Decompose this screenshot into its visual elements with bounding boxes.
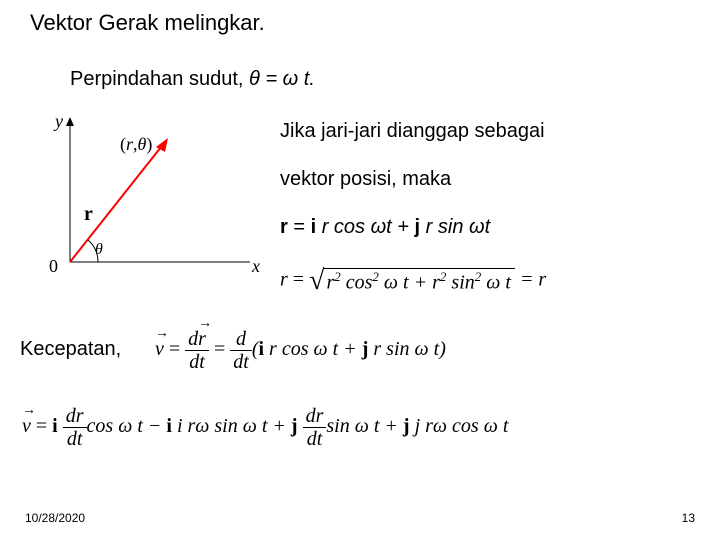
rsin-term: r sin ωt: [420, 216, 490, 238]
r-vector-label: r: [84, 203, 93, 225]
v-vector-2: v: [22, 415, 31, 438]
displacement-line: Perpindahan sudut, θ = ω t.: [70, 68, 315, 91]
eq1-rhs: = r: [515, 269, 546, 291]
j-unit-2: j: [291, 415, 298, 437]
i-unit-2: i: [52, 415, 58, 437]
dr-dt-1: dr dt: [63, 405, 87, 450]
eq2-body: (i r cos ω t + j r sin ω t): [252, 338, 446, 360]
magnitude-equation: r = √r2 cos2 ω t + r2 sin2 ω t = r: [280, 265, 546, 297]
jrw-term: j rω cos ω t: [415, 415, 509, 437]
eq-sign: =: [288, 216, 311, 238]
origin-label: 0: [49, 256, 58, 276]
velocity-definition: v = dr dt = d dt (i r cos ω t + j r sin …: [155, 328, 446, 373]
page-title: Vektor Gerak melingkar.: [30, 10, 265, 36]
eq2-eq2: =: [209, 338, 230, 360]
page-number: 13: [682, 511, 695, 525]
sqrt-icon: √: [309, 265, 324, 297]
dr-dt-2: dr dt: [303, 405, 327, 450]
rcos-term: r cos ωt +: [316, 216, 414, 238]
eq2-eq1: =: [164, 338, 185, 360]
j-unit-3: j: [403, 415, 410, 437]
vector-r-equation: r = i r cos ωt + j r sin ωt: [280, 216, 490, 239]
cos-term: cos ω t −: [87, 415, 167, 437]
velocity-label: Kecepatan,: [20, 338, 121, 361]
theta-label: θ: [95, 241, 103, 258]
desc-line-2: vektor posisi, maka: [280, 168, 451, 191]
line1-text: Perpindahan sudut,: [70, 68, 249, 90]
y-axis-label: y: [53, 112, 63, 131]
sin-term: sin ω t +: [326, 415, 403, 437]
r-bold: r: [280, 216, 288, 238]
eq3-eq: =: [31, 415, 52, 437]
irw-term: i rω sin ω t +: [177, 415, 291, 437]
r-lhs: r: [280, 269, 288, 291]
dr-dt-frac: dr dt: [185, 328, 209, 373]
line1-formula: θ = ω t.: [249, 68, 315, 90]
coordinate-diagram: y (r,θ) r 0 θ x: [40, 112, 270, 282]
point-label: (r,θ): [120, 134, 152, 155]
i-unit-3: i: [166, 415, 172, 437]
d-dt-frac: d dt: [230, 328, 252, 373]
footer-date: 10/28/2020: [25, 511, 85, 525]
sqrt-body: r2 cos2 ω t + r2 sin2 ω t: [324, 268, 514, 295]
velocity-expanded: v = i dr dt cos ω t − i i rω sin ω t + j…: [22, 405, 508, 450]
v-vector: v: [155, 338, 164, 361]
eq1-eq: =: [288, 269, 309, 291]
desc-line-1: Jika jari-jari dianggap sebagai: [280, 120, 545, 143]
x-axis-label: x: [251, 256, 260, 276]
